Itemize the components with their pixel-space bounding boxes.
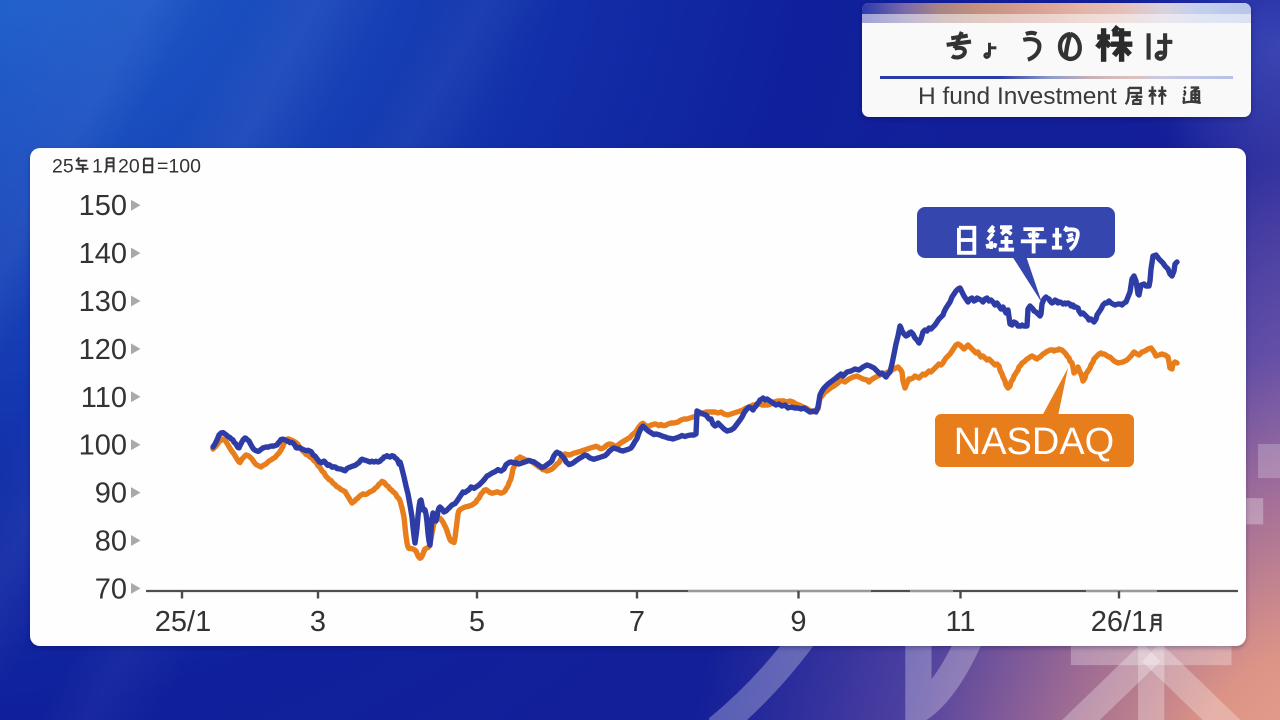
svg-text:NASDAQ: NASDAQ — [954, 421, 1114, 463]
svg-text:80: 80 — [95, 526, 127, 558]
svg-text:100: 100 — [79, 430, 127, 462]
svg-text:9: 9 — [790, 606, 806, 638]
svg-text:5: 5 — [469, 606, 485, 638]
svg-text:140: 140 — [79, 238, 127, 270]
svg-text:25/1: 25/1 — [155, 606, 211, 638]
svg-text:1: 1 — [92, 156, 103, 178]
svg-text:H fund Investment: H fund Investment — [918, 83, 1117, 110]
svg-text:120: 120 — [79, 334, 127, 366]
svg-text:=100: =100 — [157, 156, 201, 178]
svg-text:7: 7 — [629, 606, 645, 638]
svg-text:90: 90 — [95, 478, 127, 510]
svg-text:110: 110 — [81, 382, 127, 414]
svg-text:150: 150 — [79, 190, 127, 222]
svg-text:11: 11 — [945, 606, 975, 638]
svg-text:3: 3 — [310, 606, 326, 638]
svg-text:130: 130 — [79, 286, 127, 318]
svg-text:70: 70 — [95, 573, 127, 605]
svg-text:26/1: 26/1 — [1091, 606, 1147, 638]
svg-text:25: 25 — [52, 156, 74, 178]
svg-text:20: 20 — [118, 156, 140, 178]
